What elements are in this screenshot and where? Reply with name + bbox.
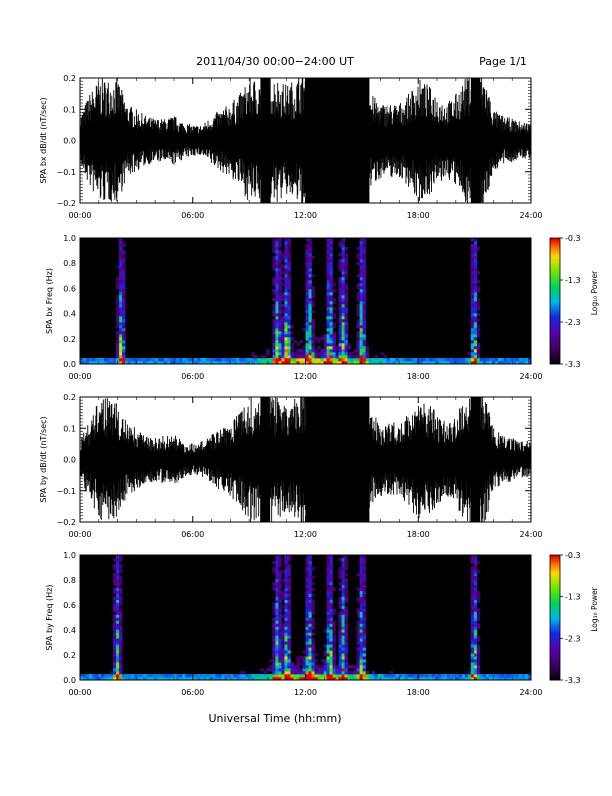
saturated-region — [305, 397, 370, 522]
colorbar-label: Log₁₀ Power — [590, 270, 599, 315]
y-tick-label: 0.2 — [63, 651, 76, 660]
x-tick-label: 12:00 — [294, 211, 317, 220]
y-tick-label: 0.8 — [63, 576, 76, 585]
spectrogram-cells — [80, 238, 531, 364]
x-tick-label: 24:00 — [519, 372, 542, 381]
x-tick-label: 00:00 — [68, 372, 91, 381]
y-tick-label: 1.0 — [63, 234, 76, 243]
x-tick-label: 24:00 — [519, 530, 542, 539]
y-axis-label: SPA bx Freq (Hz) — [45, 268, 54, 334]
colorbar-tick-label: -0.3 — [565, 551, 581, 560]
panel-3: 0.2 0.1 0.0 −0.1 −0.2 00:00 06:00 12:00 18:00 24:… — [39, 393, 543, 539]
colorbar: -0.3 -1.3 -2.3 -3.3 Log₁₀ Power — [549, 234, 599, 369]
colorbar-tick-label: -1.3 — [565, 276, 581, 285]
y-tick-label: 0.1 — [63, 424, 76, 433]
x-tick-label: 00:00 — [68, 211, 91, 220]
page-title: 2011/04/30 00:00−24:00 UT — [196, 55, 354, 68]
panel-1: 0.2 0.1 0.0 −0.1 −0.2 00:00 06:00 12:00 18:00 24:… — [39, 74, 543, 220]
y-tick-label: 0.0 — [63, 676, 76, 685]
x-tick-label: 18:00 — [407, 530, 430, 539]
x-tick-label: 24:00 — [519, 211, 542, 220]
y-tick-label: 0.1 — [63, 105, 76, 114]
x-tick-label: 00:00 — [68, 688, 91, 697]
y-tick-label: 0.0 — [63, 456, 76, 465]
y-tick-label: 0.0 — [63, 360, 76, 369]
y-tick-label: −0.2 — [57, 518, 76, 527]
y-tick-label: 0.2 — [63, 335, 76, 344]
colorbar-tick-label: -3.3 — [565, 360, 581, 369]
y-axis-label: SPA by dB/dt (nT/sec) — [39, 416, 48, 502]
y-tick-label: −0.2 — [57, 199, 76, 208]
y-tick-label: 1.0 — [63, 551, 76, 560]
y-tick-label: 0.8 — [63, 259, 76, 268]
x-tick-label: 12:00 — [294, 688, 317, 697]
x-tick-label: 06:00 — [181, 372, 204, 381]
colorbar-tick-label: -0.3 — [565, 234, 581, 243]
y-tick-label: 0.4 — [63, 310, 76, 319]
y-tick-label: 0.6 — [63, 284, 76, 293]
x-tick-label: 18:00 — [407, 211, 430, 220]
saturated-region — [470, 78, 481, 203]
y-axis-label: SPA bx dB/dt (nT/sec) — [39, 97, 48, 183]
y-tick-label: −0.1 — [57, 168, 76, 177]
x-tick-label: 12:00 — [294, 530, 317, 539]
colorbar-tick-label: -2.3 — [565, 634, 581, 643]
y-tick-label: 0.6 — [63, 601, 76, 610]
y-axis-label: SPA by Freq (Hz) — [45, 585, 54, 651]
y-tick-label: −0.1 — [57, 487, 76, 496]
panel-2: 1.0 0.8 0.6 0.4 0.2 0.0 00:00 06:00 12:00 18:00 24… — [45, 234, 599, 381]
colorbar-label: Log₁₀ Power — [590, 586, 599, 631]
x-tick-label: 06:00 — [181, 530, 204, 539]
colorbar-tick-label: -1.3 — [565, 593, 581, 602]
saturated-region — [305, 78, 370, 203]
panel-4: 1.0 0.8 0.6 0.4 0.2 0.0 00:00 06:00 12:00 18:00 24… — [45, 551, 599, 697]
y-tick-label: 0.4 — [63, 626, 76, 635]
x-tick-label: 18:00 — [407, 688, 430, 697]
x-tick-label: 18:00 — [407, 372, 430, 381]
page-number: Page 1/1 — [479, 55, 527, 68]
x-tick-label: 24:00 — [519, 688, 542, 697]
x-tick-label: 06:00 — [181, 211, 204, 220]
x-axis-label: Universal Time (hh:mm) — [209, 712, 342, 725]
saturated-region — [470, 397, 481, 522]
y-tick-label: 0.2 — [63, 74, 76, 83]
y-tick-label: 0.0 — [63, 137, 76, 146]
saturated-region — [260, 397, 270, 522]
y-tick-label: 0.2 — [63, 393, 76, 402]
saturated-region — [260, 78, 270, 203]
colorbar-tick-label: -2.3 — [565, 318, 581, 327]
colorbar-tick-label: -3.3 — [565, 676, 581, 685]
x-tick-label: 06:00 — [181, 688, 204, 697]
x-tick-label: 00:00 — [68, 530, 91, 539]
x-tick-label: 12:00 — [294, 372, 317, 381]
colorbar: -0.3 -1.3 -2.3 -3.3 Log₁₀ Power — [549, 551, 599, 685]
